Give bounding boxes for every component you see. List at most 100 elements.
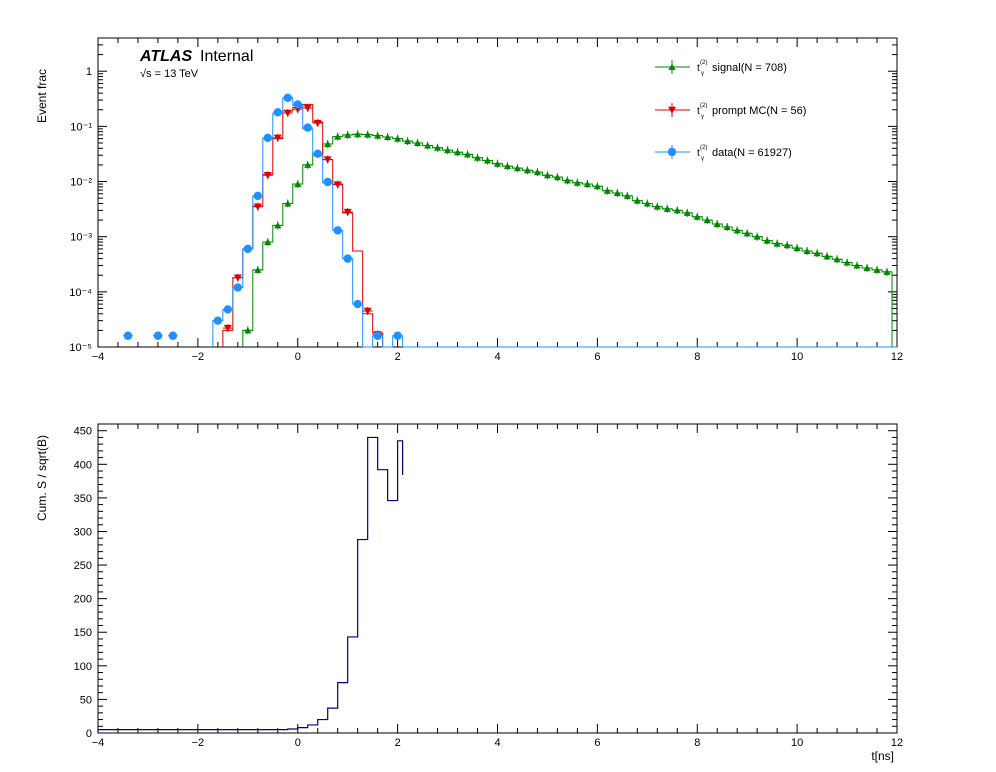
data-point (613, 189, 621, 196)
legend-item: t γ (2) data(N = 61927) (655, 145, 792, 162)
data-point (763, 237, 771, 244)
legend-label: prompt MC(N = 56) (712, 105, 806, 117)
top-plot-frame (97, 37, 898, 348)
energy-label: √s = 13 TeV (140, 68, 199, 80)
data-point (263, 172, 272, 180)
data-point (333, 226, 342, 235)
legend-marker (668, 106, 676, 114)
legend-subscript: γ (701, 114, 704, 120)
data-point (743, 229, 751, 237)
data-point (873, 266, 881, 273)
atlas-label: ATLAS Internal √s = 13 TeV (139, 48, 253, 80)
data-point (384, 133, 392, 141)
data-point (294, 180, 302, 188)
data-point (583, 180, 591, 188)
legend-item: t γ (2) signal(N = 708) (655, 60, 787, 77)
legend-label: signal(N = 708) (712, 62, 787, 74)
data-point (623, 192, 631, 199)
data-point (354, 130, 362, 138)
data-point (253, 203, 262, 211)
data-point (333, 181, 342, 189)
data-point (364, 131, 372, 138)
data-point (843, 259, 851, 266)
data-point (853, 262, 861, 269)
x-tick-label: −4 (92, 351, 105, 363)
data-point (793, 244, 801, 252)
series-step-line (242, 133, 893, 347)
data-point (303, 123, 312, 132)
x-tick-label: 12 (891, 351, 903, 363)
y-tick-label: 50 (80, 694, 92, 706)
data-point (803, 247, 811, 255)
data-point (693, 213, 701, 220)
data-point (324, 140, 332, 147)
y-tick-label: 250 (74, 560, 92, 572)
data-point (273, 134, 282, 142)
data-point (863, 264, 871, 272)
data-point (723, 223, 731, 230)
data-point (223, 305, 233, 314)
data-point (343, 254, 352, 263)
data-point (273, 108, 282, 117)
x-tick-label: 0 (295, 351, 301, 363)
data-point (344, 131, 352, 138)
data-point (523, 166, 532, 174)
legend-item: t γ (2) prompt MC(N = 56) (655, 103, 806, 120)
data-point (703, 216, 711, 224)
data-point (304, 161, 312, 168)
data-point (363, 307, 372, 315)
y-tick-label: 1 (86, 66, 92, 78)
data-point (553, 173, 562, 181)
data-point (753, 233, 761, 240)
data-point (483, 157, 492, 164)
data-point (323, 177, 332, 187)
x-tick-label: −2 (192, 737, 205, 749)
legend-label: data(N = 61927) (712, 147, 792, 159)
series-signal (242, 130, 893, 347)
top-y-axis-label: Event frac (35, 69, 49, 123)
data-point (293, 100, 302, 109)
data-point (404, 137, 412, 145)
y-tick-label: 10⁻³ (70, 232, 92, 244)
legend-superscript: (2) (700, 103, 707, 109)
data-point (373, 331, 382, 340)
x-tick-label: 10 (791, 351, 803, 363)
data-point (713, 220, 721, 227)
data-point (243, 244, 253, 254)
y-tick-label: 450 (74, 426, 92, 438)
data-point (303, 104, 312, 112)
data-point (168, 331, 178, 340)
data-point (433, 144, 442, 151)
data-point (463, 151, 472, 158)
data-point (313, 119, 322, 127)
x-tick-label: −2 (192, 351, 205, 363)
data-point (543, 171, 552, 179)
x-tick-label: 6 (594, 351, 600, 363)
data-point (153, 331, 163, 340)
y-tick-label: 200 (74, 594, 92, 606)
data-point (573, 179, 581, 186)
y-tick-label: 0 (86, 728, 92, 740)
series-data (122, 93, 404, 348)
data-point (663, 205, 671, 212)
y-tick-label: 150 (74, 627, 92, 639)
data-point (264, 238, 272, 246)
x-tick-label: 10 (791, 737, 803, 749)
y-tick-label: 300 (74, 526, 92, 538)
data-point (673, 206, 681, 214)
cumulative-histogram (97, 436, 404, 733)
data-point (233, 274, 242, 282)
data-point (633, 197, 641, 204)
top-y-ticks: 10⁻⁵ 10⁻⁴ 10⁻³ 10⁻² 10⁻¹ 1 (69, 37, 897, 354)
data-point (593, 182, 601, 190)
legend: t γ(2) signal(N = 708)t γ (2) prompt MC(N = 5… (655, 60, 806, 162)
top-panel: −4 −2 0 2 4 6 8 10 12 10⁻⁵ 10⁻⁴ 10⁻³ 10⁻² 10⁻¹ 1 Even… (35, 37, 903, 363)
atlas-label-main: ATLAS (139, 48, 192, 65)
data-point (493, 160, 502, 167)
x-tick-label: 0 (295, 737, 301, 749)
data-point (393, 331, 402, 340)
top-x-ticks: −4 −2 0 2 4 6 8 10 12 (92, 38, 903, 363)
legend-subscript: γ (701, 156, 704, 162)
data-point (253, 191, 262, 201)
legend-symbol: t (697, 63, 700, 74)
